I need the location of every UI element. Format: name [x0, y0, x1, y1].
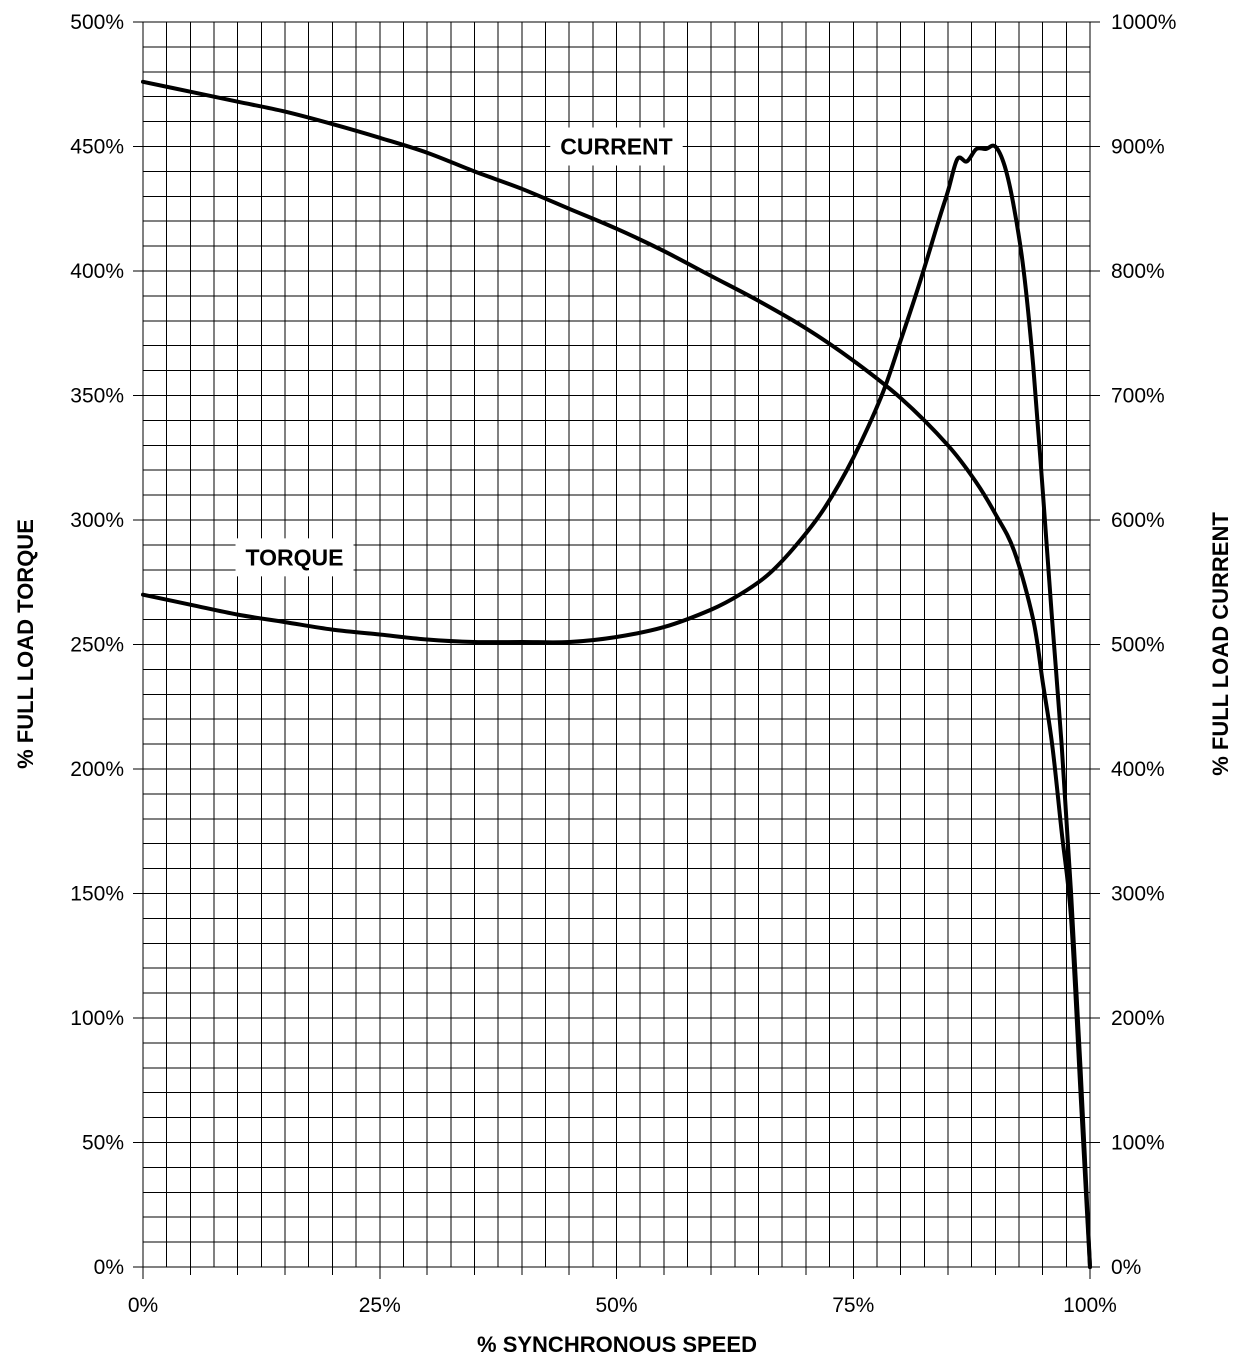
left-axis-tick-label: 150%: [70, 883, 124, 906]
grid: [143, 22, 1090, 1267]
left-axis-tick-label: 400%: [70, 260, 124, 283]
x-axis-tick-label: 50%: [595, 1294, 637, 1317]
left-axis-title: % FULL LOAD TORQUE: [13, 519, 38, 769]
right-axis-tick-label: 1000%: [1111, 11, 1176, 34]
series-curves: [141, 79, 1092, 1269]
right-axis-tick-label: 800%: [1111, 260, 1165, 283]
left-axis-tick-label: 50%: [82, 1132, 124, 1155]
left-axis-tick-label: 200%: [70, 758, 124, 781]
x-axis-tick-labels: 0% 25% 50% 75% 100%: [128, 1294, 1117, 1317]
left-axis-tick-label: 500%: [70, 11, 124, 34]
left-axis-tick-label: 0%: [94, 1256, 124, 1279]
torque-label-background: [235, 538, 354, 577]
x-axis-tick-label: 100%: [1063, 1294, 1117, 1317]
current-label: CURRENT: [560, 134, 672, 160]
right-axis-tick-label: 900%: [1111, 136, 1165, 159]
left-axis-tick-label: 350%: [70, 385, 124, 408]
left-axis-tick-label: 300%: [70, 509, 124, 532]
torque-label: TORQUE: [246, 544, 344, 570]
left-axis-tick-label: 450%: [70, 136, 124, 159]
x-axis-tick-label: 25%: [359, 1294, 401, 1317]
current-label-background: [550, 127, 683, 166]
right-axis-title: % FULL LOAD CURRENT: [1208, 512, 1233, 776]
left-axis-tick-label: 100%: [70, 1007, 124, 1030]
right-axis-tick-label: 700%: [1111, 385, 1165, 408]
left-axis-tick-label: 250%: [70, 634, 124, 657]
current-curve: [141, 79, 1092, 1269]
x-axis-title: % SYNCHRONOUS SPEED: [477, 1332, 757, 1357]
right-axis-tick-label: 0%: [1111, 1256, 1141, 1279]
right-axis-tick-label: 400%: [1111, 758, 1165, 781]
right-axis-tick-label: 200%: [1111, 1007, 1165, 1030]
right-axis-tick-label: 600%: [1111, 509, 1165, 532]
right-axis-tick-label: 500%: [1111, 634, 1165, 657]
series-annotations: CURRENT TORQUE: [235, 127, 683, 577]
right-axis-tick-label: 300%: [1111, 883, 1165, 906]
left-axis-tick-labels: 0% 50% 100% 150% 200% 250% 300% 350% 400% 450% 500…: [70, 11, 124, 1279]
torque-curve: [141, 143, 1092, 1269]
right-axis-tick-label: 100%: [1111, 1132, 1165, 1155]
x-axis-tick-label: 0%: [128, 1294, 158, 1317]
right-axis-tick-labels: 0% 100% 200% 300% 400% 500% 600% 700% 800% 900% 10…: [1111, 11, 1176, 1279]
x-axis-tick-label: 75%: [832, 1294, 874, 1317]
